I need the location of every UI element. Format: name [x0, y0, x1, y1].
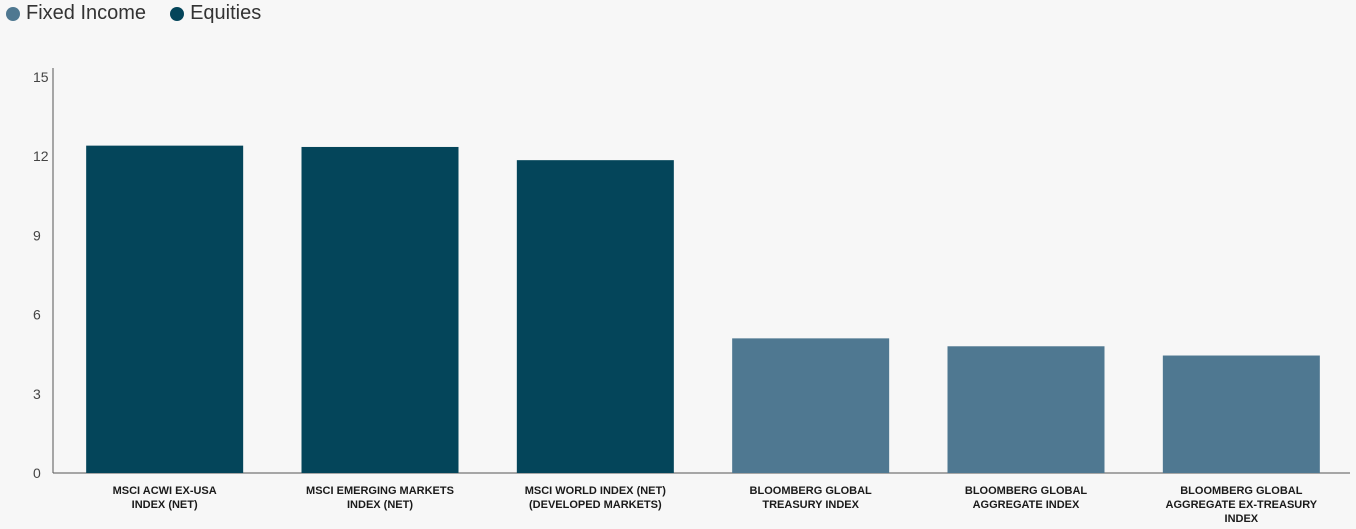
x-tick-label-line: MSCI EMERGING MARKETS [306, 485, 454, 497]
x-tick-label-5: BLOOMBERG GLOBAL AGGREGATE INDEX [965, 485, 1087, 511]
x-tick-label-4: BLOOMBERG GLOBAL TREASURY INDEX [750, 485, 872, 511]
x-tick-label-6: BLOOMBERG GLOBAL AGGREGATE EX-TREASURY IND… [1166, 485, 1318, 525]
chart-legend: Fixed Income Equities [6, 2, 261, 25]
legend-item-equities: Equities [170, 2, 261, 25]
legend-label-equities: Equities [190, 2, 262, 24]
bar-2 [301, 146, 459, 473]
x-tick-label-line: AGGREGATE EX-TREASURY [1166, 499, 1318, 511]
y-tick-label-15: 15 [33, 69, 49, 85]
y-tick-label-0: 0 [33, 465, 41, 481]
bar-3 [516, 160, 674, 473]
x-tick-label-line: MSCI ACWI EX-USA [113, 485, 217, 497]
x-tick-label-line: MSCI WORLD INDEX (NET) [525, 485, 666, 497]
x-tick-label-line: BLOOMBERG GLOBAL [965, 485, 1087, 497]
legend-item-fixed-income: Fixed Income [6, 2, 146, 25]
bar-1 [86, 145, 244, 473]
legend-dot-fixed-income [6, 6, 20, 21]
bar-6 [1162, 355, 1320, 473]
x-tick-label-line: (DEVELOPED MARKETS) [529, 499, 662, 511]
x-tick-label-line: BLOOMBERG GLOBAL [750, 485, 872, 497]
x-tick-label-2: MSCI EMERGING MARKETS INDEX (NET) [306, 485, 454, 511]
y-tick-label-9: 9 [33, 227, 41, 243]
bar-4 [732, 338, 890, 473]
x-tick-label-3: MSCI WORLD INDEX (NET) (DEVELOPED MARKETS… [525, 485, 666, 511]
y-tick-label-3: 3 [33, 386, 41, 402]
x-tick-label-1: MSCI ACWI EX-USA INDEX (NET) [113, 485, 217, 511]
x-tick-label-line: BLOOMBERG GLOBAL [1180, 485, 1302, 497]
x-tick-label-line: INDEX (NET) [132, 499, 198, 511]
legend-dot-equities [170, 6, 185, 21]
x-tick-label-line: INDEX (NET) [347, 499, 413, 511]
y-tick-label-12: 12 [33, 148, 49, 164]
x-tick-label-line: INDEX [1225, 513, 1259, 525]
y-tick-label-6: 6 [33, 307, 41, 323]
bar-5 [947, 346, 1105, 473]
x-tick-label-line: TREASURY INDEX [762, 499, 859, 511]
legend-label-fixed-income: Fixed Income [26, 2, 147, 24]
x-tick-label-line: AGGREGATE INDEX [973, 499, 1080, 511]
